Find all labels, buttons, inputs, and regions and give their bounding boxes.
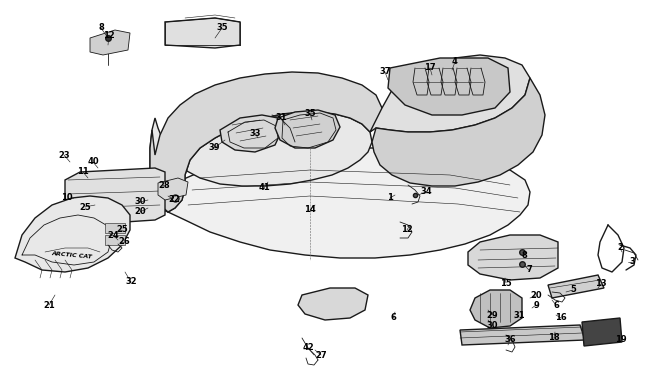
Text: 5: 5 xyxy=(570,285,576,294)
Polygon shape xyxy=(15,196,130,272)
Text: 12: 12 xyxy=(103,31,115,39)
Text: 35: 35 xyxy=(304,108,316,118)
Text: 30: 30 xyxy=(135,197,146,206)
Text: 8: 8 xyxy=(521,251,527,260)
Polygon shape xyxy=(372,78,545,186)
Text: 11: 11 xyxy=(77,167,89,177)
Polygon shape xyxy=(582,318,622,346)
Polygon shape xyxy=(150,72,382,212)
Text: 17: 17 xyxy=(424,64,436,73)
Text: 18: 18 xyxy=(548,333,560,342)
Text: 8: 8 xyxy=(98,23,104,33)
Text: 3: 3 xyxy=(629,257,635,266)
Polygon shape xyxy=(370,55,530,132)
Text: 13: 13 xyxy=(595,279,607,288)
Text: 2: 2 xyxy=(617,243,623,253)
Polygon shape xyxy=(468,235,558,280)
Polygon shape xyxy=(548,275,604,298)
Polygon shape xyxy=(90,30,130,55)
Text: 37: 37 xyxy=(379,68,391,76)
Text: 28: 28 xyxy=(158,181,170,189)
Text: 33: 33 xyxy=(249,129,261,138)
Text: 25: 25 xyxy=(116,226,128,234)
Text: 41: 41 xyxy=(258,183,270,192)
Text: 35: 35 xyxy=(216,23,228,33)
Polygon shape xyxy=(470,290,522,328)
Text: 20: 20 xyxy=(530,291,542,301)
Text: 1: 1 xyxy=(387,194,393,203)
Polygon shape xyxy=(298,288,368,320)
Text: 25: 25 xyxy=(79,203,91,212)
Text: 6: 6 xyxy=(553,301,559,310)
Polygon shape xyxy=(460,325,585,345)
Text: 42: 42 xyxy=(302,344,314,353)
Text: 29: 29 xyxy=(486,310,498,319)
Text: 21: 21 xyxy=(43,301,55,310)
Text: 20: 20 xyxy=(134,208,146,217)
Polygon shape xyxy=(105,235,125,245)
Text: 26: 26 xyxy=(118,237,130,246)
Polygon shape xyxy=(275,110,340,148)
Text: 9: 9 xyxy=(533,301,539,310)
Text: 34: 34 xyxy=(420,187,432,197)
Polygon shape xyxy=(150,112,372,212)
Text: 7: 7 xyxy=(526,265,532,274)
Polygon shape xyxy=(65,168,165,225)
Polygon shape xyxy=(165,18,240,48)
Polygon shape xyxy=(388,58,510,115)
Text: 36: 36 xyxy=(504,336,516,344)
Text: 22: 22 xyxy=(168,195,180,204)
Text: 24: 24 xyxy=(107,231,119,240)
Text: 30: 30 xyxy=(486,321,498,330)
Text: 12: 12 xyxy=(401,226,413,234)
Polygon shape xyxy=(158,178,188,200)
Text: 19: 19 xyxy=(615,336,627,344)
Text: 10: 10 xyxy=(61,194,73,203)
Text: 16: 16 xyxy=(555,313,567,322)
Text: 32: 32 xyxy=(125,277,136,287)
Text: ARCTIC CAT: ARCTIC CAT xyxy=(51,251,92,259)
Text: 4: 4 xyxy=(452,57,458,67)
Text: 31: 31 xyxy=(514,311,525,321)
Polygon shape xyxy=(155,148,530,258)
Text: 6: 6 xyxy=(390,313,396,322)
Text: 39: 39 xyxy=(208,144,220,152)
Text: 15: 15 xyxy=(500,279,512,288)
Polygon shape xyxy=(105,223,125,233)
Text: 14: 14 xyxy=(304,206,316,214)
Text: 40: 40 xyxy=(87,158,99,166)
Text: 31: 31 xyxy=(275,113,287,122)
Polygon shape xyxy=(220,115,282,152)
Text: 27: 27 xyxy=(315,350,327,359)
Text: 23: 23 xyxy=(58,150,70,160)
